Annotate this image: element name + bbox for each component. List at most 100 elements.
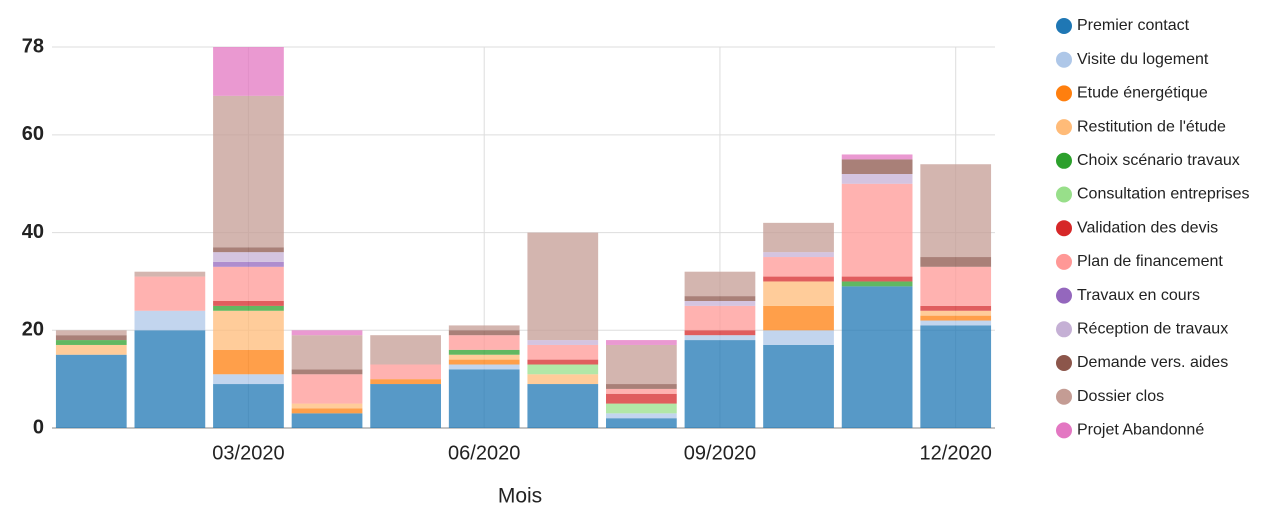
legend-marker: [1056, 119, 1072, 136]
bar-segment: [763, 252, 834, 258]
legend-label: Réception de travaux: [1077, 321, 1228, 338]
bar-segment: [920, 315, 992, 321]
y-tick-label: 78: [22, 35, 44, 57]
bar-segment: [213, 266, 284, 301]
bar-segment: [527, 384, 599, 428]
y-tick-label: 0: [33, 416, 44, 438]
legend-marker: [1056, 152, 1072, 169]
y-tick-label: 40: [22, 221, 44, 243]
bar-segment: [527, 232, 599, 341]
bar-segment: [763, 344, 834, 428]
bar-segment: [841, 281, 913, 287]
bar-segment: [134, 330, 206, 428]
legend-label: Premier contact: [1077, 17, 1190, 34]
bar-segment: [213, 374, 284, 385]
bar-segment: [763, 330, 834, 345]
bar-segment: [291, 335, 363, 370]
legend-marker: [1056, 186, 1072, 203]
legend-marker: [1056, 51, 1072, 68]
bar-segment: [527, 364, 599, 375]
bar-segment: [527, 340, 599, 345]
bar-segment: [841, 174, 913, 184]
bar-segment: [55, 340, 127, 345]
bar-segment: [213, 247, 284, 253]
legend-label: Visite du logement: [1077, 51, 1209, 68]
x-tick-label: 12/2020: [920, 442, 992, 464]
bar-segment: [684, 340, 756, 428]
bar-segment: [684, 305, 756, 331]
legend-marker: [1056, 388, 1072, 405]
legend-marker: [1056, 18, 1072, 34]
bar-segment: [841, 159, 913, 174]
bar-segment: [291, 408, 363, 414]
bar-segment: [213, 384, 284, 428]
bar-segment: [920, 320, 992, 326]
legend-label: Dossier clos: [1077, 388, 1164, 405]
bar-segment: [606, 403, 677, 414]
bar-segment: [370, 384, 441, 428]
bar-segment: [684, 301, 756, 306]
bar-segment: [527, 359, 599, 365]
bar-segment: [763, 222, 834, 253]
bar-segment: [213, 349, 284, 375]
bar-segment: [291, 374, 363, 404]
legend-label: Projet Abandonné: [1077, 422, 1204, 439]
legend-marker: [1056, 253, 1072, 270]
y-tick-label: 60: [22, 123, 44, 145]
legend-label: Plan de financement: [1077, 253, 1223, 270]
bar-segment: [841, 276, 913, 282]
legend-marker: [1056, 355, 1072, 371]
legend-label: Travaux en cours: [1077, 287, 1200, 304]
bar-segment: [684, 271, 756, 297]
bar-segment: [684, 335, 756, 341]
bar-segment: [606, 393, 677, 404]
legend-marker: [1056, 85, 1072, 102]
bar-segment: [841, 286, 913, 428]
bar-segment: [920, 257, 992, 267]
x-tick-label: 09/2020: [684, 442, 756, 464]
legend-marker: [1056, 321, 1072, 338]
bar-segment: [213, 305, 284, 311]
bar-segment: [55, 335, 127, 341]
bar-segment: [134, 310, 206, 331]
legend-label: Consultation entreprises: [1077, 186, 1250, 203]
bar-segment: [448, 330, 520, 336]
bar-segment: [920, 164, 992, 258]
bar-segment: [448, 364, 520, 370]
legend-label: Choix scénario travaux: [1077, 152, 1240, 169]
bar-segment: [448, 369, 520, 428]
bar-segment: [527, 344, 599, 360]
bar-segment: [55, 330, 127, 336]
legend-label: Etude énergétique: [1077, 85, 1208, 102]
bar-segment: [291, 413, 363, 428]
bar-segment: [55, 354, 127, 428]
bar-segment: [606, 413, 677, 419]
bar-segment: [763, 281, 834, 306]
bar-segment: [527, 374, 599, 385]
legend-label: Restitution de l'étude: [1077, 118, 1226, 135]
bar-segment: [291, 330, 363, 336]
x-tick-label: 03/2020: [212, 442, 284, 464]
bar-segment: [920, 325, 992, 428]
bar-segment: [606, 344, 677, 385]
x-axis-label: Mois: [498, 485, 542, 508]
bar-segment: [134, 276, 206, 311]
bar-segment: [134, 271, 206, 277]
bar-segment: [291, 369, 363, 375]
bar-segment: [606, 340, 677, 345]
bar-segment: [448, 349, 520, 355]
bar-segment: [763, 257, 834, 277]
bar-segment: [448, 325, 520, 331]
bar-segment: [841, 154, 913, 160]
bar-segment: [213, 301, 284, 306]
bar-segment: [448, 354, 520, 360]
bar-segment: [448, 359, 520, 365]
bar-segment: [920, 305, 992, 311]
x-tick-label: 06/2020: [448, 442, 520, 464]
bar-segment: [763, 305, 834, 331]
bar-segment: [291, 403, 363, 409]
legend-marker: [1056, 287, 1072, 304]
bar-segment: [370, 335, 441, 365]
bar-segment: [684, 330, 756, 336]
